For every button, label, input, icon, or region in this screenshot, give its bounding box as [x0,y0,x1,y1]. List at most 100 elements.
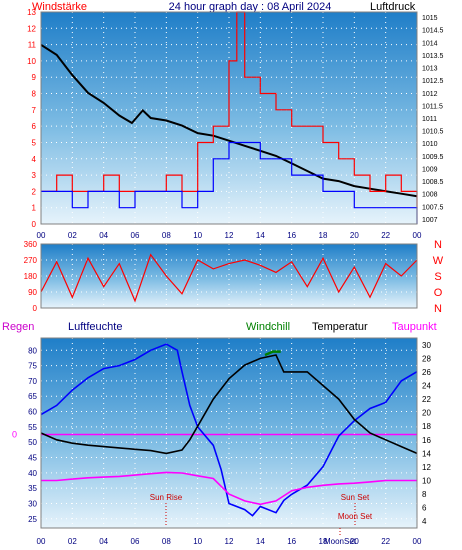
pressure-tick-label: 1010.5 [422,129,444,136]
temperature-tick-label: 12 [422,463,431,472]
moonset-bottom-label: MoonSet [324,537,357,546]
graph-day-title: 24 hour graph day : 08 April 2024 [169,1,332,13]
time-tick-label: 18 [319,231,328,240]
pressure-tick-label: 1010 [422,141,438,148]
legend-temperature: Temperatur [312,321,368,333]
time-tick-label: 14 [256,537,265,546]
time-tick-label: 18 [319,537,328,546]
wind-strength-tick-label: 10 [27,57,36,66]
temperature-tick-label: 8 [422,490,427,499]
temperature-tick-label: 26 [422,368,431,377]
wind-direction-tick-label: 0 [33,304,38,313]
wind-strength-tick-label: 7 [32,106,37,115]
humidity-tick-label: 35 [28,484,37,493]
dewpoint-series-line [41,471,417,506]
pressure-tick-label: 1011.5 [422,103,443,110]
wind-direction-tick-label: 360 [24,240,38,249]
windchill-series-line [264,350,281,357]
wind-strength-tick-label: 11 [28,41,37,50]
time-tick-label: 10 [193,537,202,546]
time-tick-label: 06 [131,231,140,240]
wind-direction-series [40,253,418,303]
wind-direction-frame [40,243,418,309]
compass-tick-label: O [434,287,443,299]
humidity-tick-label: 65 [28,392,37,401]
humidity-tick-label: 55 [28,423,37,432]
time-tick-label: 20 [350,231,359,240]
time-tick-label: 00 [413,231,422,240]
humidity-tick-label: 60 [28,408,37,417]
pressure-tick-label: 1009.5 [422,154,444,161]
pressure-tick-label: 1008 [422,192,438,199]
pressure-tick-label: 1008.5 [422,179,444,186]
pressure-tick-label: 1012 [422,91,438,98]
wind-strength-tick-label: 13 [27,8,36,17]
compass-tick-label: W [433,255,444,267]
humidity-temperature-series [40,343,418,517]
pressure-tick-label: 1007 [422,217,438,224]
rain-zero-label: 0 [12,430,17,440]
wind-strength-title: Windstärke [32,1,87,13]
temperature-series-line [40,354,418,455]
pressure-series-line [40,43,418,198]
wind-strength-tick-label: 9 [32,73,37,82]
humidity-tick-label: 25 [28,515,37,524]
pressure-axis: 1007 1007.5 1008 1008.5 1009 1009.5 1010 1010.5… [422,15,444,224]
pressure-tick-label: 1012.5 [422,78,444,85]
time-tick-label: 20 [350,537,359,546]
compass-tick-label: N [434,239,442,251]
wind-strength-tick-label: 12 [27,24,36,33]
wind-direction-tick-label: 180 [24,272,38,281]
time-tick-label: 08 [162,537,171,546]
temperature-tick-label: 4 [422,517,427,526]
time-tick-label: 14 [256,231,265,240]
time-tick-label: 06 [131,537,140,546]
wind-strength-tick-label: 1 [32,204,37,213]
time-tick-label: 00 [413,537,422,546]
temperature-tick-label: 18 [422,422,431,431]
sunrise-label: Sun Rise [150,493,183,502]
humidity-series-line [40,343,418,517]
time-tick-label: 02 [68,537,77,546]
legend-windchill: Windchill [246,321,290,333]
pressure-tick-label: 1014.5 [422,28,444,35]
humidity-tick-label: 30 [28,499,37,508]
gust-series-line [41,141,418,224]
time-axis-top: 00 02 04 06 08 10 12 14 16 18 20 22 00 [37,231,422,240]
wind-strength-tick-label: 5 [32,138,37,147]
time-tick-label: 12 [225,231,234,240]
time-tick-label: 00 [37,231,46,240]
time-tick-label: 16 [287,231,296,240]
time-tick-label: 16 [287,537,296,546]
temperature-tick-label: 16 [422,436,431,445]
wind-pressure-frame [40,11,418,225]
wind-direction-tick-label: 270 [24,256,38,265]
temperature-axis: 4 6 8 10 12 14 16 18 20 22 24 26 28 30 [422,341,431,526]
wind_direction-series-line [40,253,418,303]
pressure-tick-label: 1009 [422,166,438,173]
time-tick-label: 10 [193,231,202,240]
time-tick-label: 22 [381,231,390,240]
temperature-tick-label: 28 [422,354,431,363]
wind-strength-tick-label: 2 [32,187,37,196]
humidity-tick-label: 45 [28,454,37,463]
time-tick-label: 02 [68,231,77,240]
time-tick-label: 22 [381,537,390,546]
temperature-tick-label: 10 [422,477,431,486]
pressure-tick-label: 1007.5 [422,204,444,211]
compass-tick-label: S [434,271,441,283]
time-tick-label: 12 [225,537,234,546]
legend-dewpoint: Taupunkt [392,321,437,333]
temperature-tick-label: 6 [422,504,427,513]
compass-tick-label: N [434,303,442,315]
temperature-tick-label: 20 [422,409,431,418]
humidity-tick-label: 40 [28,469,37,478]
time-tick-label: 04 [99,231,108,240]
humidity-tick-label: 80 [28,346,37,355]
humidity-axis: 25 30 35 40 45 50 55 60 65 70 75 80 [28,346,37,524]
wind-strength-tick-label: 8 [32,90,37,99]
legend-humidity: Luftfeuchte [68,321,122,333]
